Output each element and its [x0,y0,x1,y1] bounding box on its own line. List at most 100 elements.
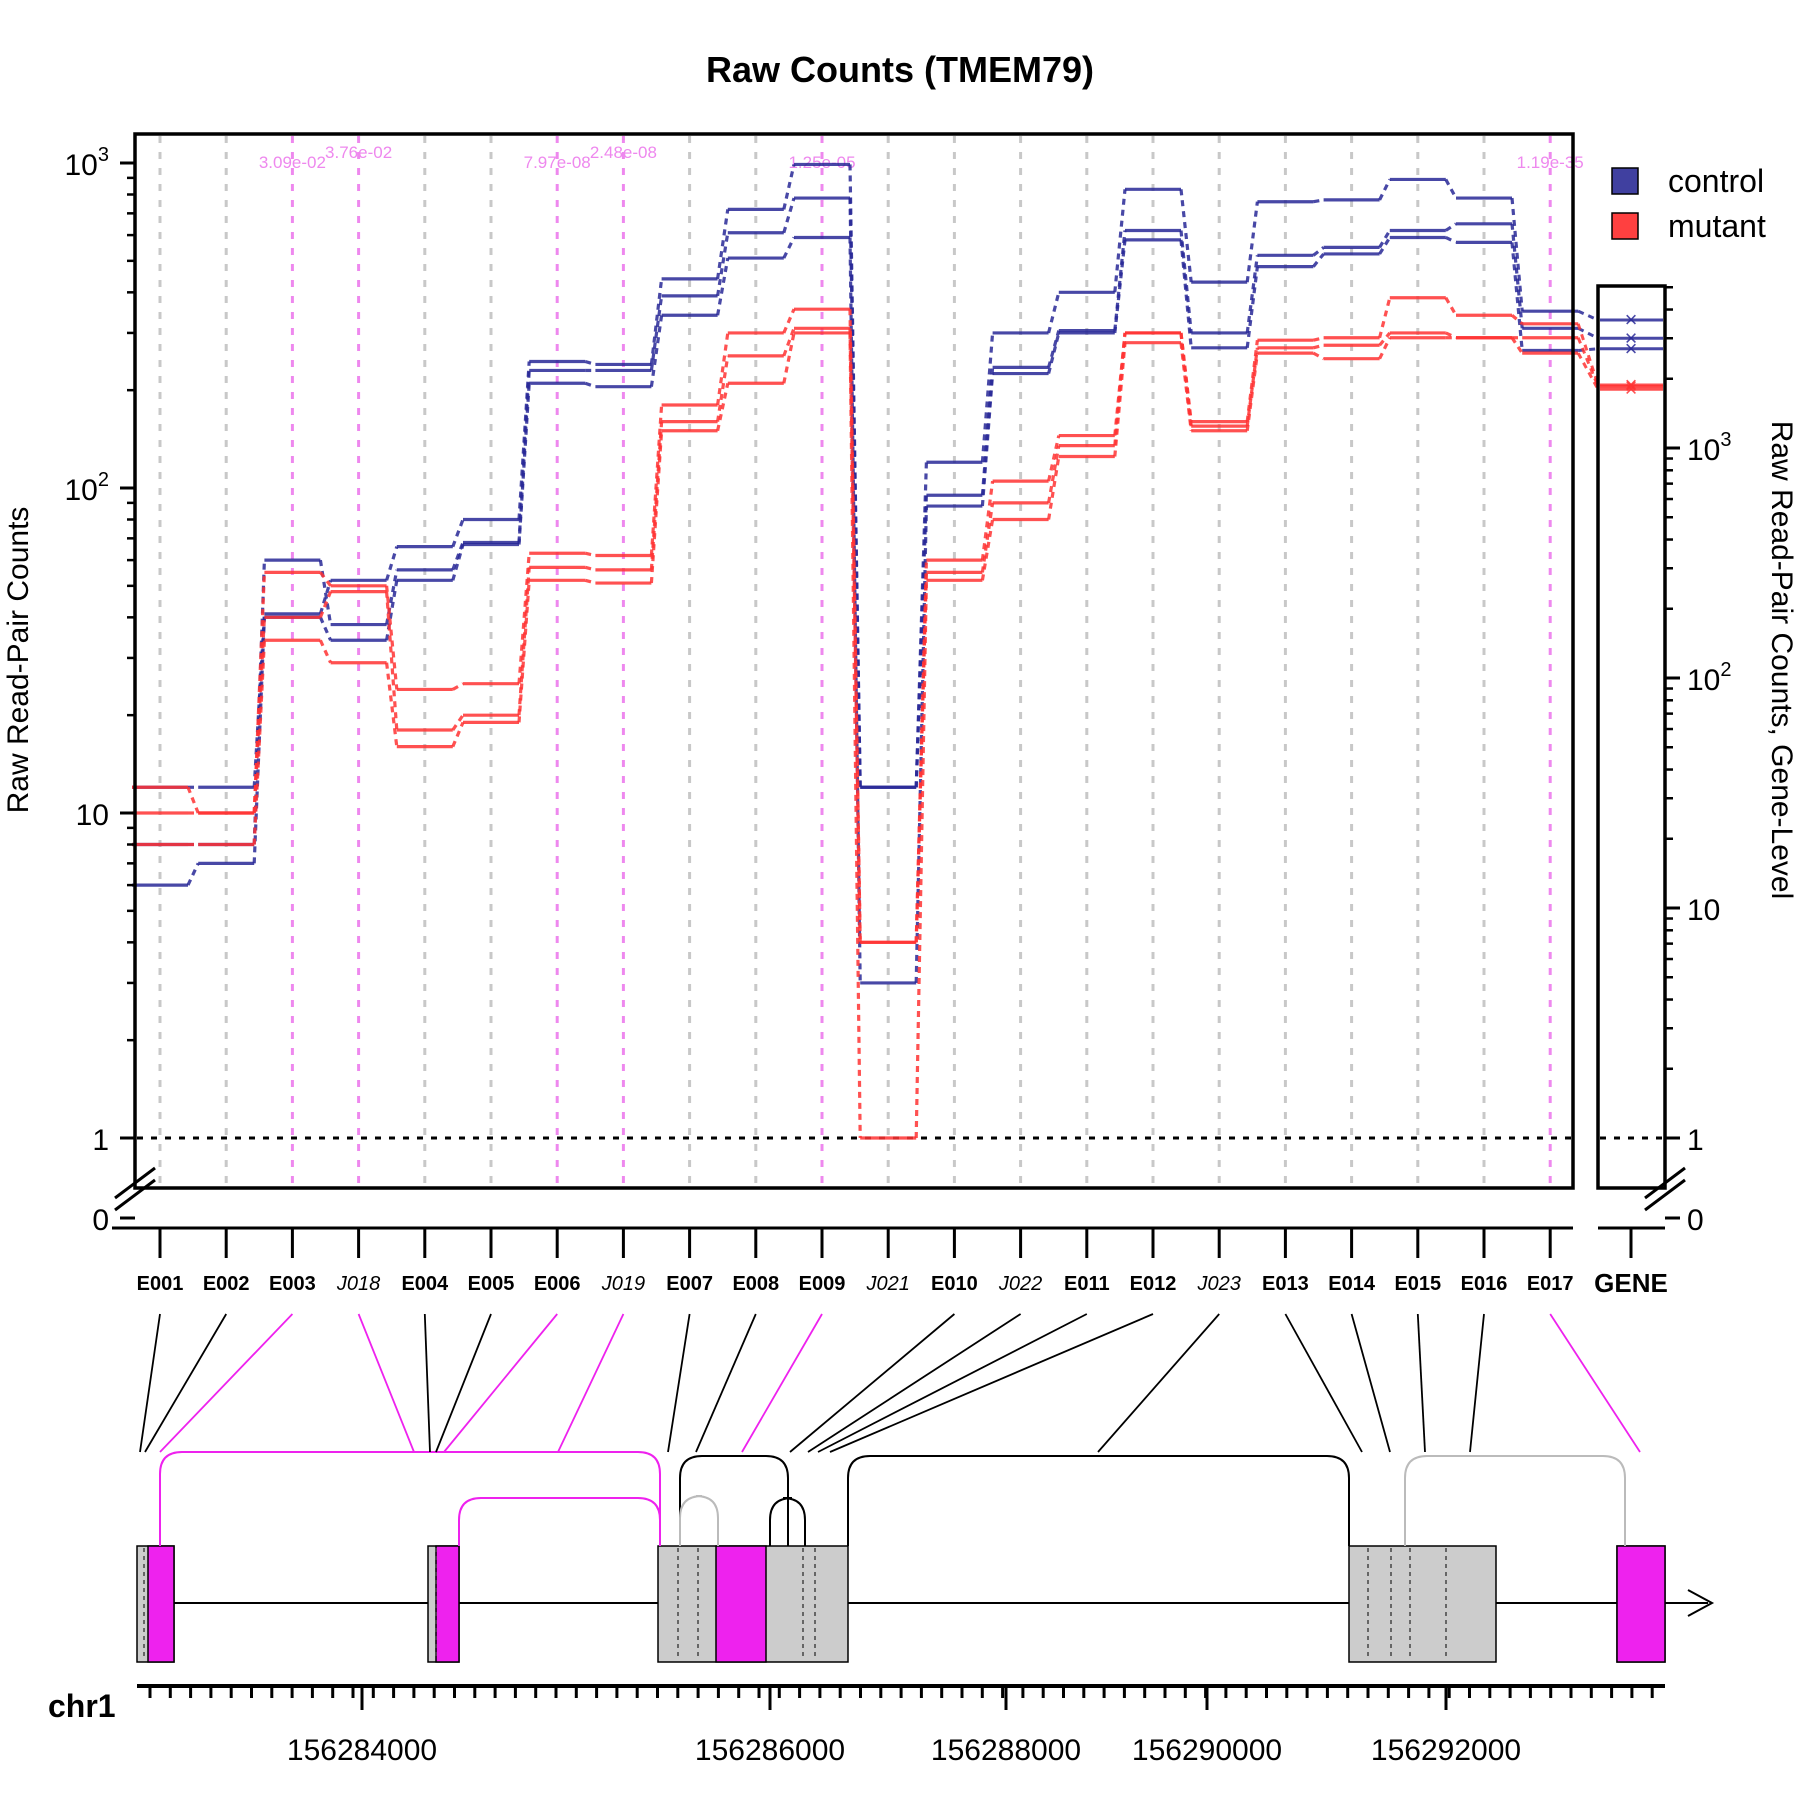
control-connector [584,381,596,389]
y-tick-label: 102 [65,469,110,507]
mutant-connector [186,786,200,814]
y-tick-label: 103 [65,144,110,182]
right-y-tick-label: 103 [1687,429,1732,467]
right-y-tick-label: 102 [1687,659,1732,697]
x-tick-label: E011 [1064,1273,1110,1295]
mutant-connector [1510,314,1524,326]
feature-connector [817,1313,1088,1453]
feature-connector [667,1313,691,1453]
mutant-connector [1378,331,1392,347]
control-connector [1378,178,1392,201]
mutant-connector [980,480,995,561]
x-tick-label: E005 [468,1273,515,1295]
control-connector [318,616,333,641]
x-tick-label: E013 [1262,1273,1309,1295]
mutant-connector [385,662,399,747]
x-tick-label: E017 [1527,1273,1574,1295]
x-tick-label: E008 [732,1273,779,1295]
control-connector [1444,222,1457,232]
x-tick-label: J021 [866,1273,910,1295]
pvalue-label: 3.76e-02 [325,143,392,162]
mutant-gene-connector [1576,337,1600,388]
genomic-axis-label: 156286000 [695,1734,845,1767]
control-connector [1313,198,1324,204]
feature-connector [807,1313,1022,1453]
x-tick-label: E012 [1130,1273,1177,1295]
mutant-connector [1312,351,1325,361]
data-layer: ×××××× [132,162,1663,1140]
mutant-connector [584,551,596,558]
junction-arc [1404,1455,1626,1546]
control-connector [1113,230,1127,331]
mutant-connector [782,327,796,357]
mutant-gene-level-mark: × [1625,372,1638,397]
feature-connector [557,1313,625,1453]
control-connector [1245,201,1259,283]
feature-connector [1350,1313,1391,1453]
feature-connector [789,1313,955,1453]
feature-connector [1284,1313,1363,1453]
right-y-tick-label: 10 [1687,894,1720,927]
mutant-connector [1313,336,1324,342]
pvalue-label: 1.25e-05 [788,153,855,172]
control-connector [649,315,664,387]
feature-connector [1469,1313,1485,1453]
significant-exon-segment [715,1545,767,1663]
control-connector [385,569,399,625]
x-tick-label: E009 [799,1273,846,1295]
mutant-connector [452,682,464,691]
mutant-gene-connector [1576,323,1600,386]
control-connector [1047,332,1061,374]
mutant-connector [584,578,596,585]
y-axis-label: Raw Read-Pair Counts [2,507,35,814]
control-connector [1179,189,1193,283]
axis-break-mark [1644,1178,1686,1212]
control-connector [1245,255,1259,334]
mutant-connector [1378,337,1392,360]
control-connector [1312,252,1325,268]
genomic-axis-label: 156292000 [1371,1734,1521,1767]
junction-arc [847,1455,1350,1546]
mutant-connector [649,404,664,556]
control-connector [1047,291,1061,334]
mutant-connector [782,332,796,384]
junction-arc [679,1455,789,1546]
mutant-connector [716,355,730,422]
mutant-connector [1245,347,1259,427]
mutant-connector [716,332,730,406]
right-y-tick-label: 1 [1687,1124,1704,1157]
mutant-gene-connector [1576,352,1600,391]
x-tick-label: E014 [1328,1273,1376,1295]
genomic-axis-label: 156290000 [1132,1734,1282,1767]
axis-break-mark [114,1166,156,1200]
mutant-connector [1113,332,1127,436]
pvalue-label: 3.09e-02 [259,153,326,172]
mutant-connector [1179,332,1193,422]
control-gene-level-mark: × [1625,336,1638,361]
significant-exon-segment [147,1545,175,1663]
x-tick-label: E006 [534,1273,581,1295]
control-connector [318,579,333,615]
genomic-axis-label: 156284000 [287,1734,437,1767]
mutant-connector [980,502,995,573]
significant-exon-segment [1616,1545,1666,1663]
gene-model-layer: chr1 156284000 156286000 156288000 156290000… [48,1313,1715,1767]
feature-connector [139,1313,161,1453]
main-panel-frame [133,132,1575,1190]
mutant-connector [649,421,664,570]
strand-arrow [1687,1589,1715,1617]
control-connector [716,257,730,316]
control-connector [782,236,796,259]
control-gene-connector [1577,326,1599,340]
feature-connector [357,1313,415,1453]
feature-connector [1097,1313,1220,1453]
mutant-connector [1444,296,1458,317]
control-gene-level-mark: × [1625,307,1638,332]
control-connector [517,361,531,520]
control-connector [1378,229,1392,249]
pvalue-label: 1.19e-35 [1517,153,1584,172]
right-y-tick-label: 0 [1687,1204,1704,1237]
control-connector [186,862,200,886]
legend-label-mutant: mutant [1668,208,1766,244]
